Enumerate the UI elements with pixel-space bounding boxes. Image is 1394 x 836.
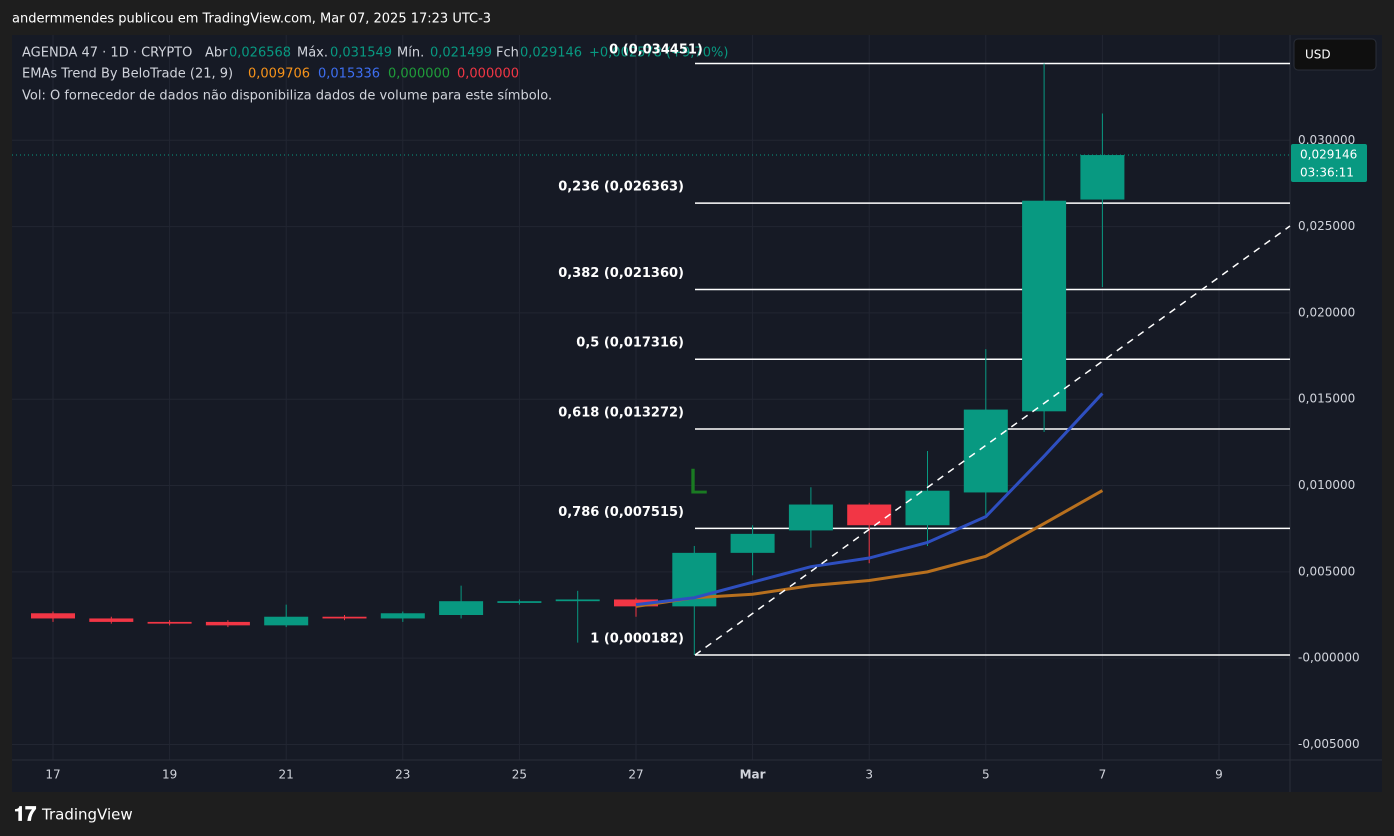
candle-body: [1080, 155, 1125, 200]
x-tick-label: Mar: [740, 768, 766, 782]
change: +0,002578 (+9,70%): [589, 46, 728, 61]
indicator-value: 0,000000: [457, 67, 519, 82]
ema-line: [635, 489, 1104, 608]
y-tick-label: 0,010000: [1298, 478, 1355, 492]
y-tick-label: 0,020000: [1298, 305, 1355, 319]
y-tick-label: 0,030000: [1298, 133, 1355, 147]
x-tick-label: 27: [628, 768, 643, 782]
fib-label: 0,786 (0,007515): [558, 505, 684, 520]
ema-line: [635, 392, 1104, 607]
candle-body: [963, 409, 1008, 493]
trend-line: [694, 225, 1291, 656]
fib-label: 0 (0,034451): [609, 43, 703, 58]
chart-bg: [12, 35, 1382, 792]
currency-button[interactable]: [1293, 38, 1377, 71]
x-tick-label: 25: [512, 768, 527, 782]
volume-note: Vol: O fornecedor de dados não disponibi…: [22, 89, 552, 104]
x-tick-label: 7: [1099, 768, 1107, 782]
x-tick-label: 3: [865, 768, 873, 782]
ohlc-label: Abr: [205, 46, 228, 61]
fib-label: 0,382 (0,021360): [558, 266, 684, 281]
ohlc-label: Máx.: [297, 46, 328, 61]
candle-body: [439, 601, 484, 615]
candle-body: [205, 621, 250, 626]
indicator: EMAs Trend By BeloTrade (21, 9): [22, 67, 233, 82]
y-tick-label: -0,000000: [1298, 651, 1360, 665]
ohlc-value: 0,021499: [430, 46, 492, 61]
candle-body: [905, 490, 950, 526]
ohlc-label: Mín.: [397, 46, 424, 61]
price-tag: [1291, 144, 1367, 183]
x-tick-label: 5: [982, 768, 990, 782]
candle-body: [788, 504, 833, 531]
fib-label: 1 (0,000182): [590, 632, 684, 647]
logo-mark: 𝟏𝟕: [14, 802, 36, 826]
price-tag-label: 0,029146: [1300, 148, 1357, 162]
candle-body: [264, 616, 309, 626]
fib-label: 0,618 (0,013272): [558, 406, 684, 421]
indicator-value: 0,015336: [318, 67, 380, 82]
indicator-value: 0,000000: [388, 67, 450, 82]
fib-label: 0,236 (0,026363): [558, 180, 684, 195]
candle-body: [1022, 200, 1067, 412]
countdown: 03:36:11: [1300, 166, 1354, 180]
symbol: AGENDA 47 · 1D · CRYPTO: [22, 46, 192, 61]
candle-body: [730, 533, 775, 553]
y-tick-label: 0,015000: [1298, 392, 1355, 406]
y-tick-label: -0,005000: [1298, 737, 1360, 751]
x-tick-label: 17: [45, 768, 60, 782]
marker: L: [688, 463, 707, 503]
x-tick-label: 23: [395, 768, 410, 782]
x-tick-label: 9: [1215, 768, 1223, 782]
candle-body: [147, 621, 192, 624]
currency-label[interactable]: USD: [1305, 48, 1331, 62]
author-line: andermmendes publicou em TradingView.com…: [12, 12, 491, 27]
indicator-value: 0,009706: [248, 67, 310, 82]
candle-body: [31, 613, 75, 619]
candle-body: [555, 599, 600, 602]
y-tick-label: 0,005000: [1298, 564, 1355, 578]
ohlc-value: 0,029146: [520, 46, 582, 61]
fib-label: 0,5 (0,017316): [576, 336, 684, 351]
candle-body: [89, 618, 134, 622]
x-tick-label: 19: [162, 768, 177, 782]
candle-body: [847, 504, 892, 526]
brand: TradingView: [41, 806, 133, 824]
candle-body: [380, 613, 425, 619]
x-tick-label: 21: [279, 768, 294, 782]
candle-body: [497, 601, 542, 603]
candle-body: [322, 616, 367, 619]
ohlc-label: Fch: [496, 46, 519, 61]
ohlc-value: 0,026568: [229, 46, 291, 61]
candle-body: [614, 599, 658, 607]
ohlc-value: 0,031549: [330, 46, 392, 61]
y-tick-label: 0,025000: [1298, 219, 1355, 233]
